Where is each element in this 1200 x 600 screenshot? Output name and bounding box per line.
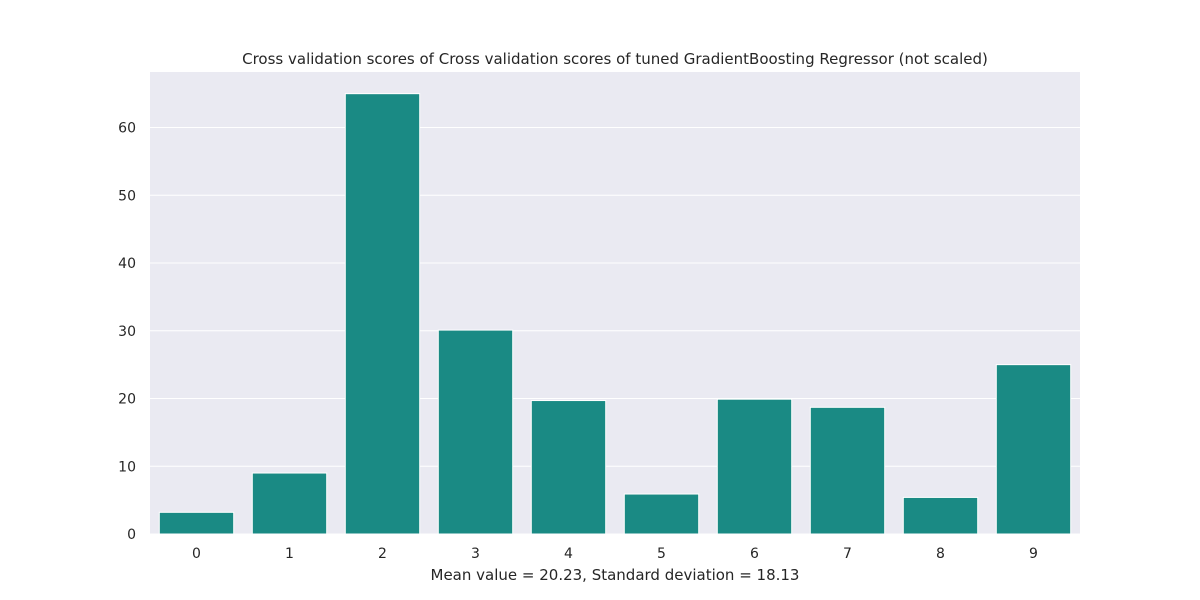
x-tick-label: 2 xyxy=(378,546,387,562)
x-tick-label: 7 xyxy=(843,546,852,562)
bar-8 xyxy=(902,496,979,535)
y-tick-label: 0 xyxy=(127,527,136,543)
x-tick-label: 8 xyxy=(936,546,945,562)
y-tick-label: 10 xyxy=(118,459,136,475)
x-tick-label: 1 xyxy=(285,546,294,562)
plot-area xyxy=(150,72,1080,534)
chart-title: Cross validation scores of Cross validat… xyxy=(242,50,988,68)
bars xyxy=(158,93,1072,535)
grid-lines xyxy=(150,127,1080,535)
x-tick-label: 0 xyxy=(192,546,201,562)
y-tick-label: 60 xyxy=(118,121,136,137)
bar-0 xyxy=(158,511,235,535)
y-tick-label: 40 xyxy=(118,256,136,272)
y-axis-ticks: 0 10 20 30 40 50 60 xyxy=(118,121,136,543)
bar-4 xyxy=(530,400,607,535)
y-tick-label: 50 xyxy=(118,188,136,204)
x-axis-ticks: 0 1 2 3 4 5 6 7 8 9 xyxy=(192,546,1038,562)
x-tick-label: 5 xyxy=(657,546,666,562)
bar-3 xyxy=(437,329,514,535)
bar-5 xyxy=(623,493,700,535)
bar-2 xyxy=(344,93,421,535)
x-tick-label: 9 xyxy=(1029,546,1038,562)
x-tick-label: 4 xyxy=(564,546,573,562)
x-axis-label: Mean value = 20.23, Standard deviation =… xyxy=(431,566,800,584)
bar-9 xyxy=(995,364,1072,535)
x-tick-label: 6 xyxy=(750,546,759,562)
y-tick-label: 30 xyxy=(118,324,136,340)
bar-6 xyxy=(716,398,793,535)
x-tick-label: 3 xyxy=(471,546,480,562)
y-tick-label: 20 xyxy=(118,392,136,408)
bar-7 xyxy=(809,406,886,535)
bar-1 xyxy=(251,472,328,535)
